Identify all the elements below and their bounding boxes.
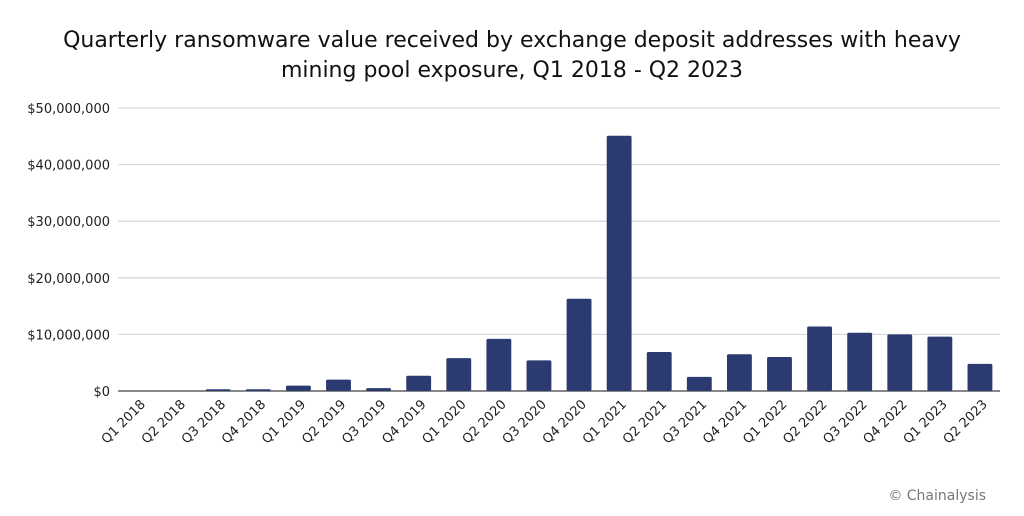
bar xyxy=(446,358,472,391)
bar xyxy=(406,375,432,391)
y-tick-label: $50,000,000 xyxy=(27,102,110,117)
bar xyxy=(566,298,592,391)
bar xyxy=(807,326,833,391)
bar xyxy=(847,332,873,391)
bar xyxy=(526,360,552,391)
y-tick-label: $0 xyxy=(93,385,110,400)
bar xyxy=(486,338,512,391)
bar xyxy=(887,334,913,391)
bar xyxy=(366,388,392,391)
y-tick-label: $20,000,000 xyxy=(27,272,110,287)
bar xyxy=(767,357,792,391)
bar xyxy=(967,363,993,391)
y-tick-label: $30,000,000 xyxy=(27,215,110,230)
bar xyxy=(205,389,231,391)
bar xyxy=(927,336,953,391)
bar xyxy=(606,135,632,391)
bar xyxy=(686,376,712,391)
chart-title-line-2: mining pool exposure, Q1 2018 - Q2 2023 xyxy=(280,58,744,83)
x-tick-label: Q2 2023 xyxy=(941,397,991,447)
bar xyxy=(326,379,351,391)
bar xyxy=(245,389,271,391)
credit-text: © Chainalysis xyxy=(888,488,986,504)
chart-title: Quarterly ransomware value received by e… xyxy=(0,26,1024,86)
chart-title-line-1: Quarterly ransomware value received by e… xyxy=(63,28,961,53)
y-tick-label: $40,000,000 xyxy=(27,159,110,174)
bar xyxy=(285,385,311,391)
bar xyxy=(726,354,752,391)
bar xyxy=(646,351,672,391)
y-tick-label: $10,000,000 xyxy=(27,328,110,343)
